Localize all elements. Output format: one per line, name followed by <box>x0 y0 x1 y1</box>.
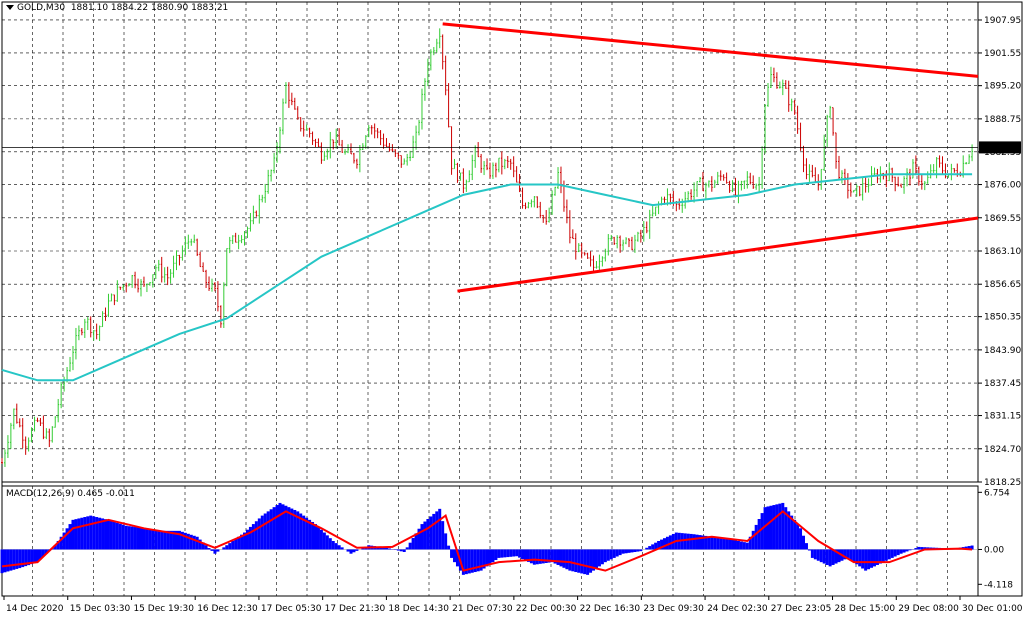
x-tick-label: 27 Dec 23:05 <box>771 604 832 614</box>
symbol-label: GOLD,M30 <box>17 3 66 13</box>
dropdown-triangle-icon[interactable] <box>6 5 14 10</box>
x-tick-label: 16 Dec 12:30 <box>197 604 258 614</box>
x-tick-label: 22 Dec 16:30 <box>580 604 641 614</box>
y-tick-label: 1837.45 <box>984 379 1021 389</box>
x-tick-label: 15 Dec 03:30 <box>70 604 131 614</box>
y-tick-label: 1895.20 <box>984 82 1021 92</box>
y-tick-label: 1869.55 <box>984 214 1021 224</box>
y-tick-label: 1843.90 <box>984 346 1021 356</box>
x-tick-label: 14 Dec 2020 <box>6 604 64 614</box>
y-tick-label: 1856.65 <box>984 280 1021 290</box>
macd-y-tick-label: 6.754 <box>984 488 1010 498</box>
y-tick-label: 1831.15 <box>984 412 1021 422</box>
x-tick-label: 28 Dec 15:00 <box>835 604 896 614</box>
x-tick-label: 23 Dec 09:30 <box>643 604 704 614</box>
y-tick-label: 1850.35 <box>984 313 1021 323</box>
x-tick-label: 17 Dec 05:30 <box>261 604 322 614</box>
x-tick-label: 17 Dec 21:30 <box>325 604 386 614</box>
ohlc-values: 1881.10 1884.22 1880.90 1883.21 <box>70 3 229 13</box>
symbol-header: GOLD,M30 1881.10 1884.22 1880.90 1883.21 <box>6 3 228 13</box>
x-tick-label: 22 Dec 00:30 <box>516 604 577 614</box>
y-tick-label: 1818.25 <box>984 478 1021 488</box>
x-tick-label: 15 Dec 19:30 <box>133 604 194 614</box>
macd-y-tick-label: 0.00 <box>984 545 1004 555</box>
upper-trendline <box>442 22 979 78</box>
macd-signal-line <box>1 510 973 572</box>
x-tick-label: 21 Dec 07:30 <box>452 604 513 614</box>
y-tick-label: 1863.10 <box>984 247 1021 257</box>
y-tick-label: 1901.55 <box>984 49 1021 59</box>
x-tick-label: 30 Dec 01:00 <box>962 604 1023 614</box>
current-price-label: 1883.21 <box>982 143 1019 153</box>
moving-average-line <box>1 173 973 382</box>
macd-label: MACD(12,26,9) <box>6 489 75 499</box>
x-tick-label: 24 Dec 02:30 <box>707 604 768 614</box>
current-price-box <box>979 141 1021 154</box>
x-tick-label: 29 Dec 08:00 <box>898 604 959 614</box>
macd-header: MACD(12,26,9) 0.465 -0.011 <box>6 489 135 499</box>
x-tick-label: 18 Dec 14:30 <box>388 604 449 614</box>
y-tick-label: 1824.70 <box>984 445 1021 455</box>
macd-y-tick-label: -4.118 <box>984 580 1013 590</box>
lower-trendline <box>457 216 979 293</box>
y-tick-label: 1888.75 <box>984 115 1021 125</box>
macd-values: 0.465 -0.011 <box>77 489 135 499</box>
y-tick-label: 1876.00 <box>984 181 1021 191</box>
y-tick-label: 1907.95 <box>984 16 1021 26</box>
chart-outer-frame <box>1 1 1023 597</box>
